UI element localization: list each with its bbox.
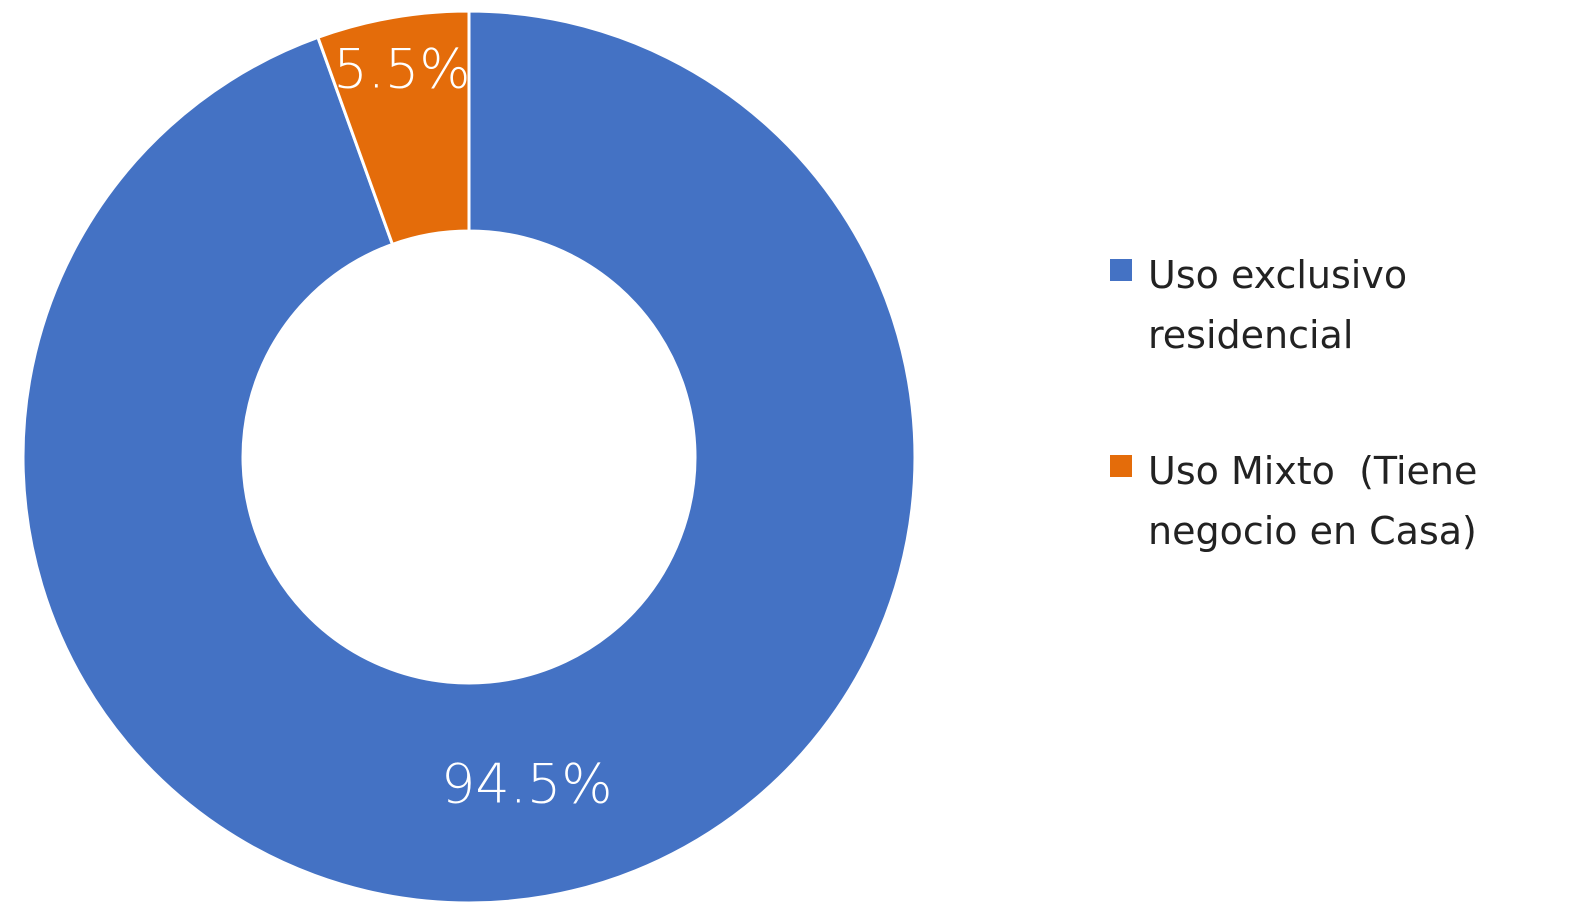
legend-item: Uso exclusivo residencial: [1110, 245, 1580, 365]
donut-segment: [316, 9, 471, 247]
legend-swatch: [1110, 455, 1132, 477]
donut-segment: [21, 9, 917, 905]
legend-text: Uso exclusivo residencial: [1148, 253, 1420, 357]
legend-swatch: [1110, 259, 1132, 281]
legend-text: Uso Mixto (Tiene negocio en Casa): [1148, 449, 1490, 553]
legend-item: Uso Mixto (Tiene negocio en Casa): [1110, 441, 1580, 561]
value-label: 5.5%: [333, 38, 470, 101]
value-label: 94.5%: [441, 753, 613, 816]
